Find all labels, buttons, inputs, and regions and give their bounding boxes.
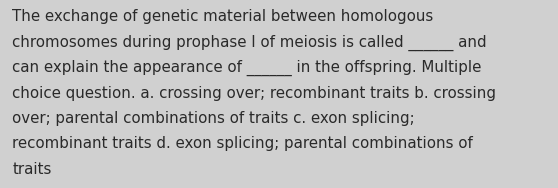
Text: choice question. a. crossing over; recombinant traits b. crossing: choice question. a. crossing over; recom…: [12, 86, 496, 101]
Text: chromosomes during prophase I of meiosis is called ______ and: chromosomes during prophase I of meiosis…: [12, 35, 487, 51]
Text: can explain the appearance of ______ in the offspring. Multiple: can explain the appearance of ______ in …: [12, 60, 482, 76]
Text: The exchange of genetic material between homologous: The exchange of genetic material between…: [12, 9, 434, 24]
Text: over; parental combinations of traits c. exon splicing;: over; parental combinations of traits c.…: [12, 111, 415, 126]
Text: traits: traits: [12, 162, 52, 177]
Text: recombinant traits d. exon splicing; parental combinations of: recombinant traits d. exon splicing; par…: [12, 136, 473, 151]
